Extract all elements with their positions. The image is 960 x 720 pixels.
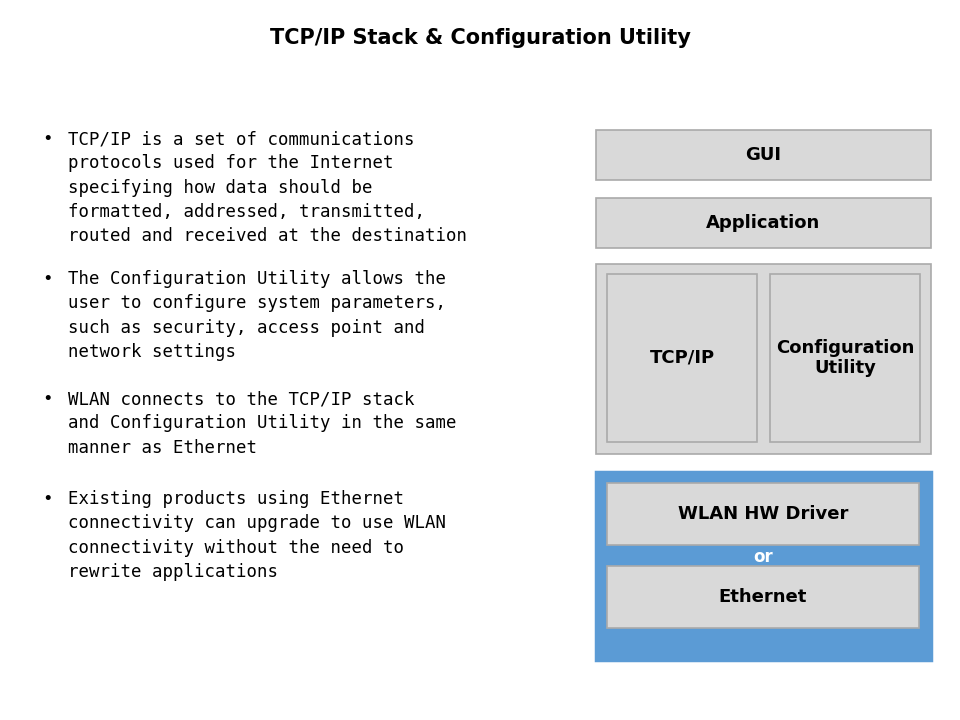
Text: Existing products using Ethernet
connectivity can upgrade to use WLAN
connectivi: Existing products using Ethernet connect…: [68, 490, 446, 581]
Text: •: •: [42, 490, 53, 508]
Text: Configuration
Utility: Configuration Utility: [776, 338, 914, 377]
Text: Application: Application: [707, 214, 821, 232]
FancyBboxPatch shape: [596, 130, 931, 180]
FancyBboxPatch shape: [607, 566, 919, 628]
FancyBboxPatch shape: [607, 483, 919, 545]
Text: TCP/IP: TCP/IP: [649, 349, 714, 367]
Text: or: or: [754, 548, 773, 566]
Text: GUI: GUI: [746, 146, 781, 164]
Text: WLAN HW Driver: WLAN HW Driver: [678, 505, 849, 523]
FancyBboxPatch shape: [596, 472, 931, 660]
Text: TCP/IP is a set of communications
protocols used for the Internet
specifying how: TCP/IP is a set of communications protoc…: [68, 130, 467, 246]
Text: •: •: [42, 130, 53, 148]
Text: •: •: [42, 270, 53, 288]
Text: Ethernet: Ethernet: [719, 588, 807, 606]
Text: WLAN connects to the TCP/IP stack
and Configuration Utility in the same
manner a: WLAN connects to the TCP/IP stack and Co…: [68, 390, 457, 456]
Text: •: •: [42, 390, 53, 408]
FancyBboxPatch shape: [770, 274, 920, 442]
Text: The Configuration Utility allows the
user to configure system parameters,
such a: The Configuration Utility allows the use…: [68, 270, 446, 361]
FancyBboxPatch shape: [596, 198, 931, 248]
Text: TCP/IP Stack & Configuration Utility: TCP/IP Stack & Configuration Utility: [270, 28, 690, 48]
FancyBboxPatch shape: [607, 274, 757, 442]
FancyBboxPatch shape: [596, 264, 931, 454]
